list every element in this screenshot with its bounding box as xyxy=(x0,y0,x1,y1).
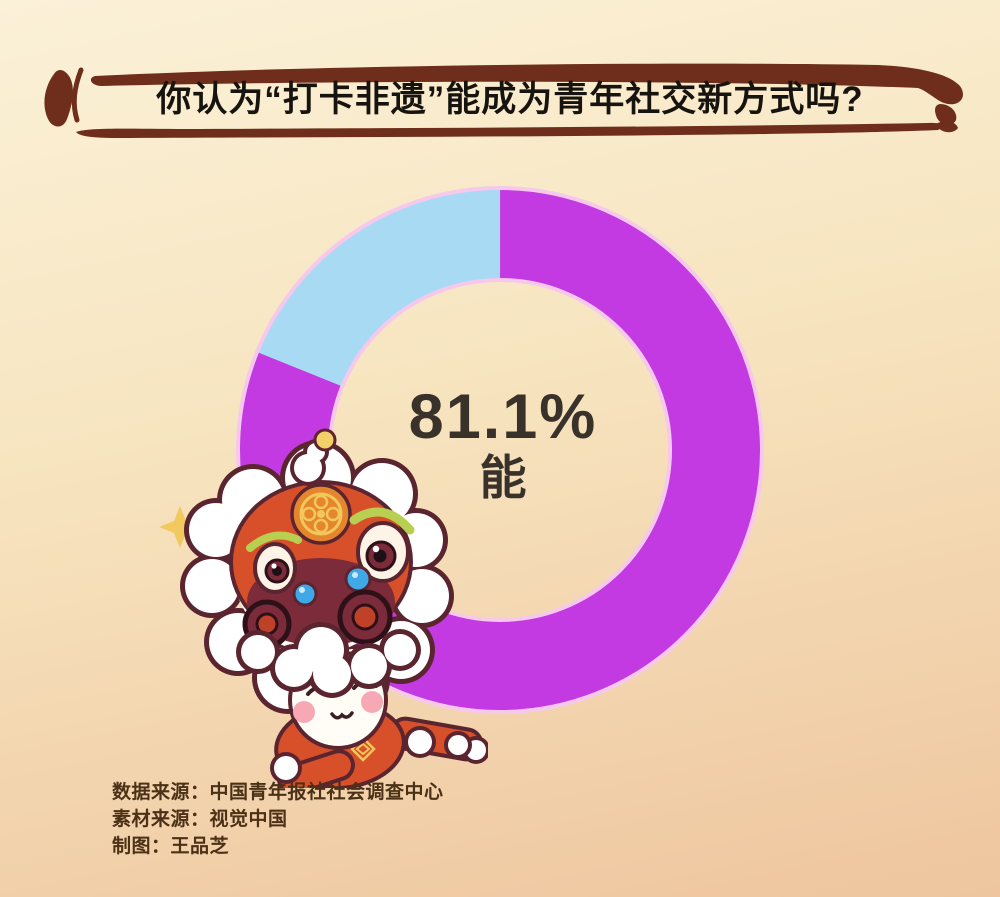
donut-center-label: 81.1% 能 xyxy=(350,384,656,506)
left-brow xyxy=(246,531,302,552)
right-eye xyxy=(356,521,410,583)
cheek-rings xyxy=(242,589,393,649)
data-source-line: 数据来源：中国青年报社社会调查中心 xyxy=(112,782,444,803)
horn-gold-ball xyxy=(313,428,337,452)
banner-left-flick xyxy=(71,67,84,123)
author-line: 制图：王品芝 xyxy=(112,836,230,857)
right-brow xyxy=(349,507,415,535)
banner-top-line xyxy=(90,63,963,105)
material-source-line: 素材来源：视觉中国 xyxy=(112,809,288,830)
muzzle-fluff xyxy=(241,627,416,693)
title-banner xyxy=(44,63,963,138)
horn xyxy=(290,428,337,486)
banner-brush-strokes xyxy=(44,63,963,138)
banner-right-comma xyxy=(936,121,958,133)
percent-value: 81.1% xyxy=(408,382,598,452)
banner-bottom-line xyxy=(76,122,942,138)
donut-chart xyxy=(236,186,764,714)
sparkle-icon xyxy=(159,506,201,548)
page-title: 你认为“打卡非遗”能成为青年社交新方式吗? xyxy=(156,80,864,119)
banner-right-hook xyxy=(935,104,957,125)
forehead-medallion xyxy=(290,483,352,545)
left-eye xyxy=(253,542,297,594)
banner-left-brush xyxy=(44,70,73,127)
donut-slice-other xyxy=(239,189,760,710)
footer-sources: 数据来源：中国青年报社社会调查中心 素材来源：视觉中国 制图：王品芝 xyxy=(112,779,444,860)
mouth xyxy=(330,711,354,720)
percent-answer: 能 xyxy=(479,451,527,504)
lion-dance-mascot xyxy=(159,428,488,788)
